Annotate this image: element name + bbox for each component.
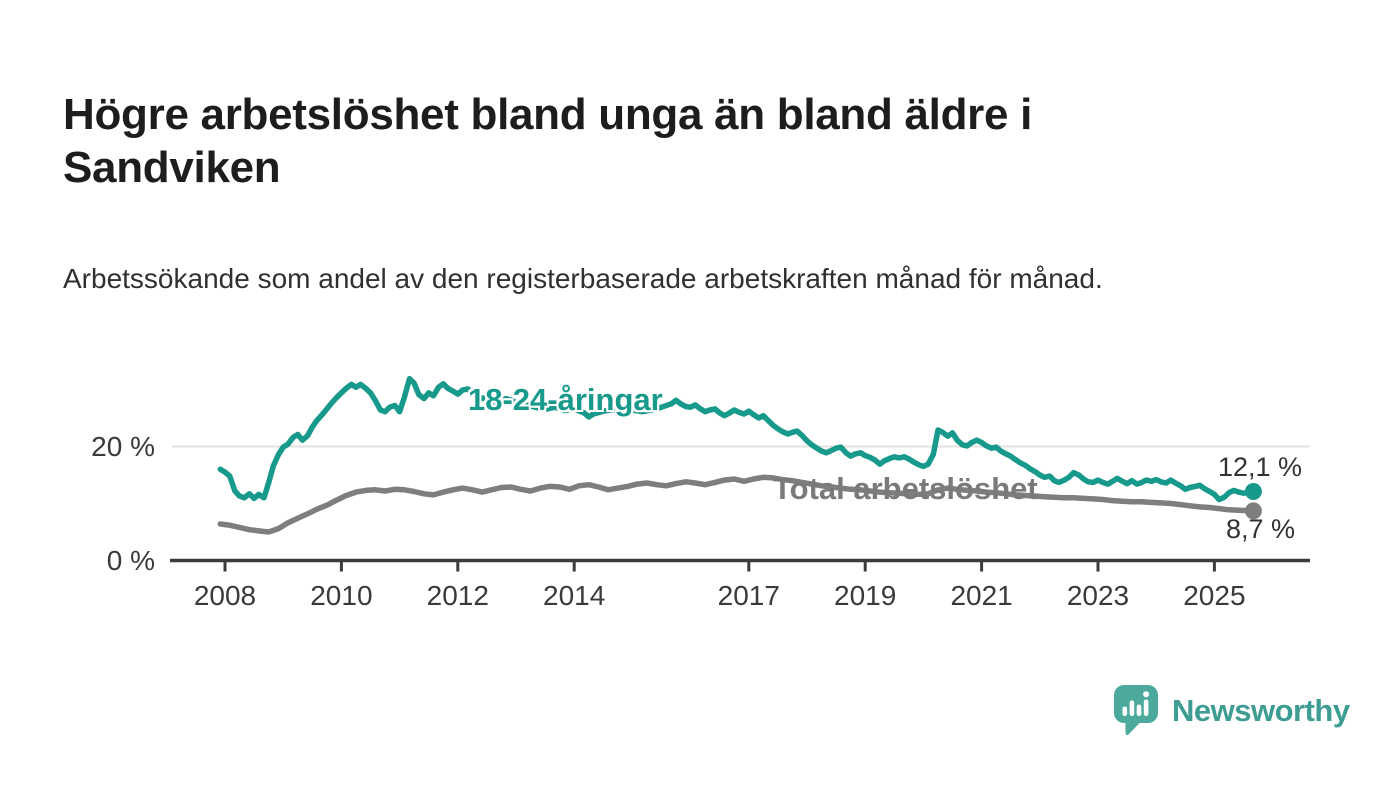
newsworthy-logo[interactable]: Newsworthy bbox=[1113, 684, 1350, 737]
youth-line bbox=[217, 375, 1257, 503]
y-axis-label: 0 % bbox=[106, 544, 155, 576]
newsworthy-logo-text: Newsworthy bbox=[1172, 692, 1350, 728]
total-value-label: 8,7 % bbox=[1226, 514, 1296, 544]
x-axis-label: 2023 bbox=[1066, 580, 1130, 611]
x-axis-label: 2019 bbox=[834, 580, 897, 611]
y-axis-label: 20 % bbox=[91, 430, 155, 462]
x-axis-label: 2012 bbox=[426, 580, 489, 611]
x-axis-label: 2014 bbox=[543, 580, 606, 611]
bar-chart-icon bbox=[1122, 691, 1150, 716]
youth-end-dot bbox=[1244, 483, 1262, 501]
series-label-total: Total arbetslöshet bbox=[773, 471, 1038, 506]
x-axis-label: 2017 bbox=[717, 580, 780, 611]
x-axis-label: 2008 bbox=[193, 580, 257, 611]
total-end-dot bbox=[1244, 502, 1262, 520]
x-axis-label: 2010 bbox=[310, 580, 373, 611]
page-title: Högre arbetslöshet bland unga än bland ä… bbox=[63, 90, 1033, 193]
series-label-youth: 18-24-åringar bbox=[468, 382, 663, 417]
youth-value-label: 12,1 % bbox=[1218, 452, 1303, 482]
page-subtitle: Arbetssökande som andel av den registerb… bbox=[63, 263, 1103, 294]
x-axis-label: 2025 bbox=[1183, 580, 1246, 611]
speech-bubble-shape bbox=[1114, 685, 1158, 736]
total-line bbox=[217, 474, 1257, 535]
newsworthy-logo-icon bbox=[1114, 685, 1158, 736]
x-axis-label: 2021 bbox=[950, 580, 1013, 611]
